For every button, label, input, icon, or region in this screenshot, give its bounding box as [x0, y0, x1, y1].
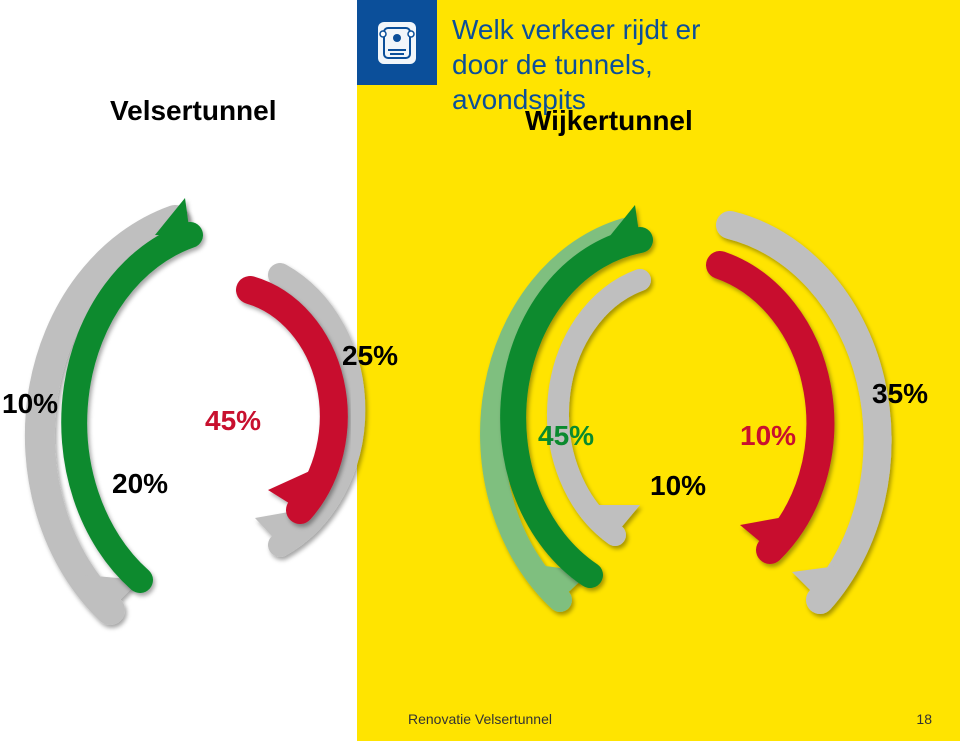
- pct-right-inner-left: 45%: [538, 420, 594, 452]
- coat-of-arms-icon: [370, 16, 424, 70]
- page-title: Welk verkeer rijdt er door de tunnels, a…: [452, 12, 912, 117]
- left-cluster: [40, 198, 353, 610]
- footer-text: Renovatie Velsertunnel: [0, 711, 960, 727]
- title-line2: door de tunnels,: [452, 49, 653, 80]
- chart-area: 10% 20% 45% 25% 45% 10% 10% 35%: [0, 180, 960, 660]
- pct-right-outer: 35%: [872, 378, 928, 410]
- title-line1: Welk verkeer rijdt er: [452, 14, 700, 45]
- arrows-svg: [0, 180, 960, 660]
- pct-right-inner-right: 10%: [740, 420, 796, 452]
- pct-right-bottom: 10%: [650, 470, 706, 502]
- right-tunnel-label: Wijkertunnel: [525, 105, 693, 137]
- pct-left-inner: 45%: [205, 405, 261, 437]
- page-root: Welk verkeer rijdt er door de tunnels, a…: [0, 0, 960, 741]
- pct-left-top-right: 25%: [342, 340, 398, 372]
- page-number: 18: [916, 711, 932, 727]
- left-tunnel-label: Velsertunnel: [110, 95, 277, 127]
- pct-left-outer: 10%: [2, 388, 58, 420]
- right-cluster: [492, 205, 878, 600]
- pct-left-bottom: 20%: [112, 468, 168, 500]
- gov-ribbon: [357, 0, 437, 85]
